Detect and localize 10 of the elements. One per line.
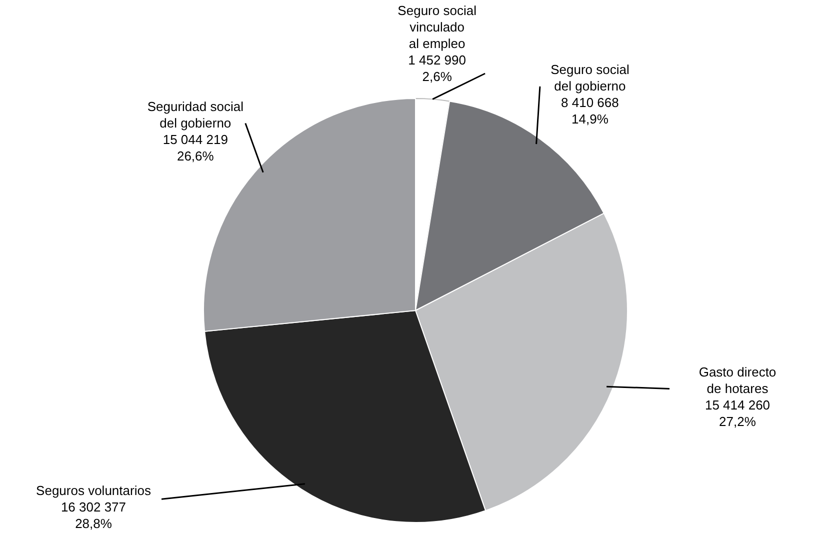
- slice-label: Seguro social vinculado al empleo: [398, 3, 477, 51]
- data-label: 16 302 377 28,8%: [60, 500, 126, 532]
- slice-label: Seguro social del gobierno: [550, 62, 630, 94]
- slice-label: Seguros voluntarios: [36, 483, 152, 498]
- slice-label: Gasto directo de hotares: [698, 364, 776, 396]
- data-label: 1 452 990 2,6%: [408, 52, 466, 84]
- data-label: 15 414 260 27,2%: [704, 398, 770, 430]
- data-label: 15 044 219 26,6%: [162, 132, 228, 164]
- data-label: 8 410 668 14,9%: [561, 95, 619, 127]
- slice-label: Seguridad social del gobierno: [147, 98, 244, 130]
